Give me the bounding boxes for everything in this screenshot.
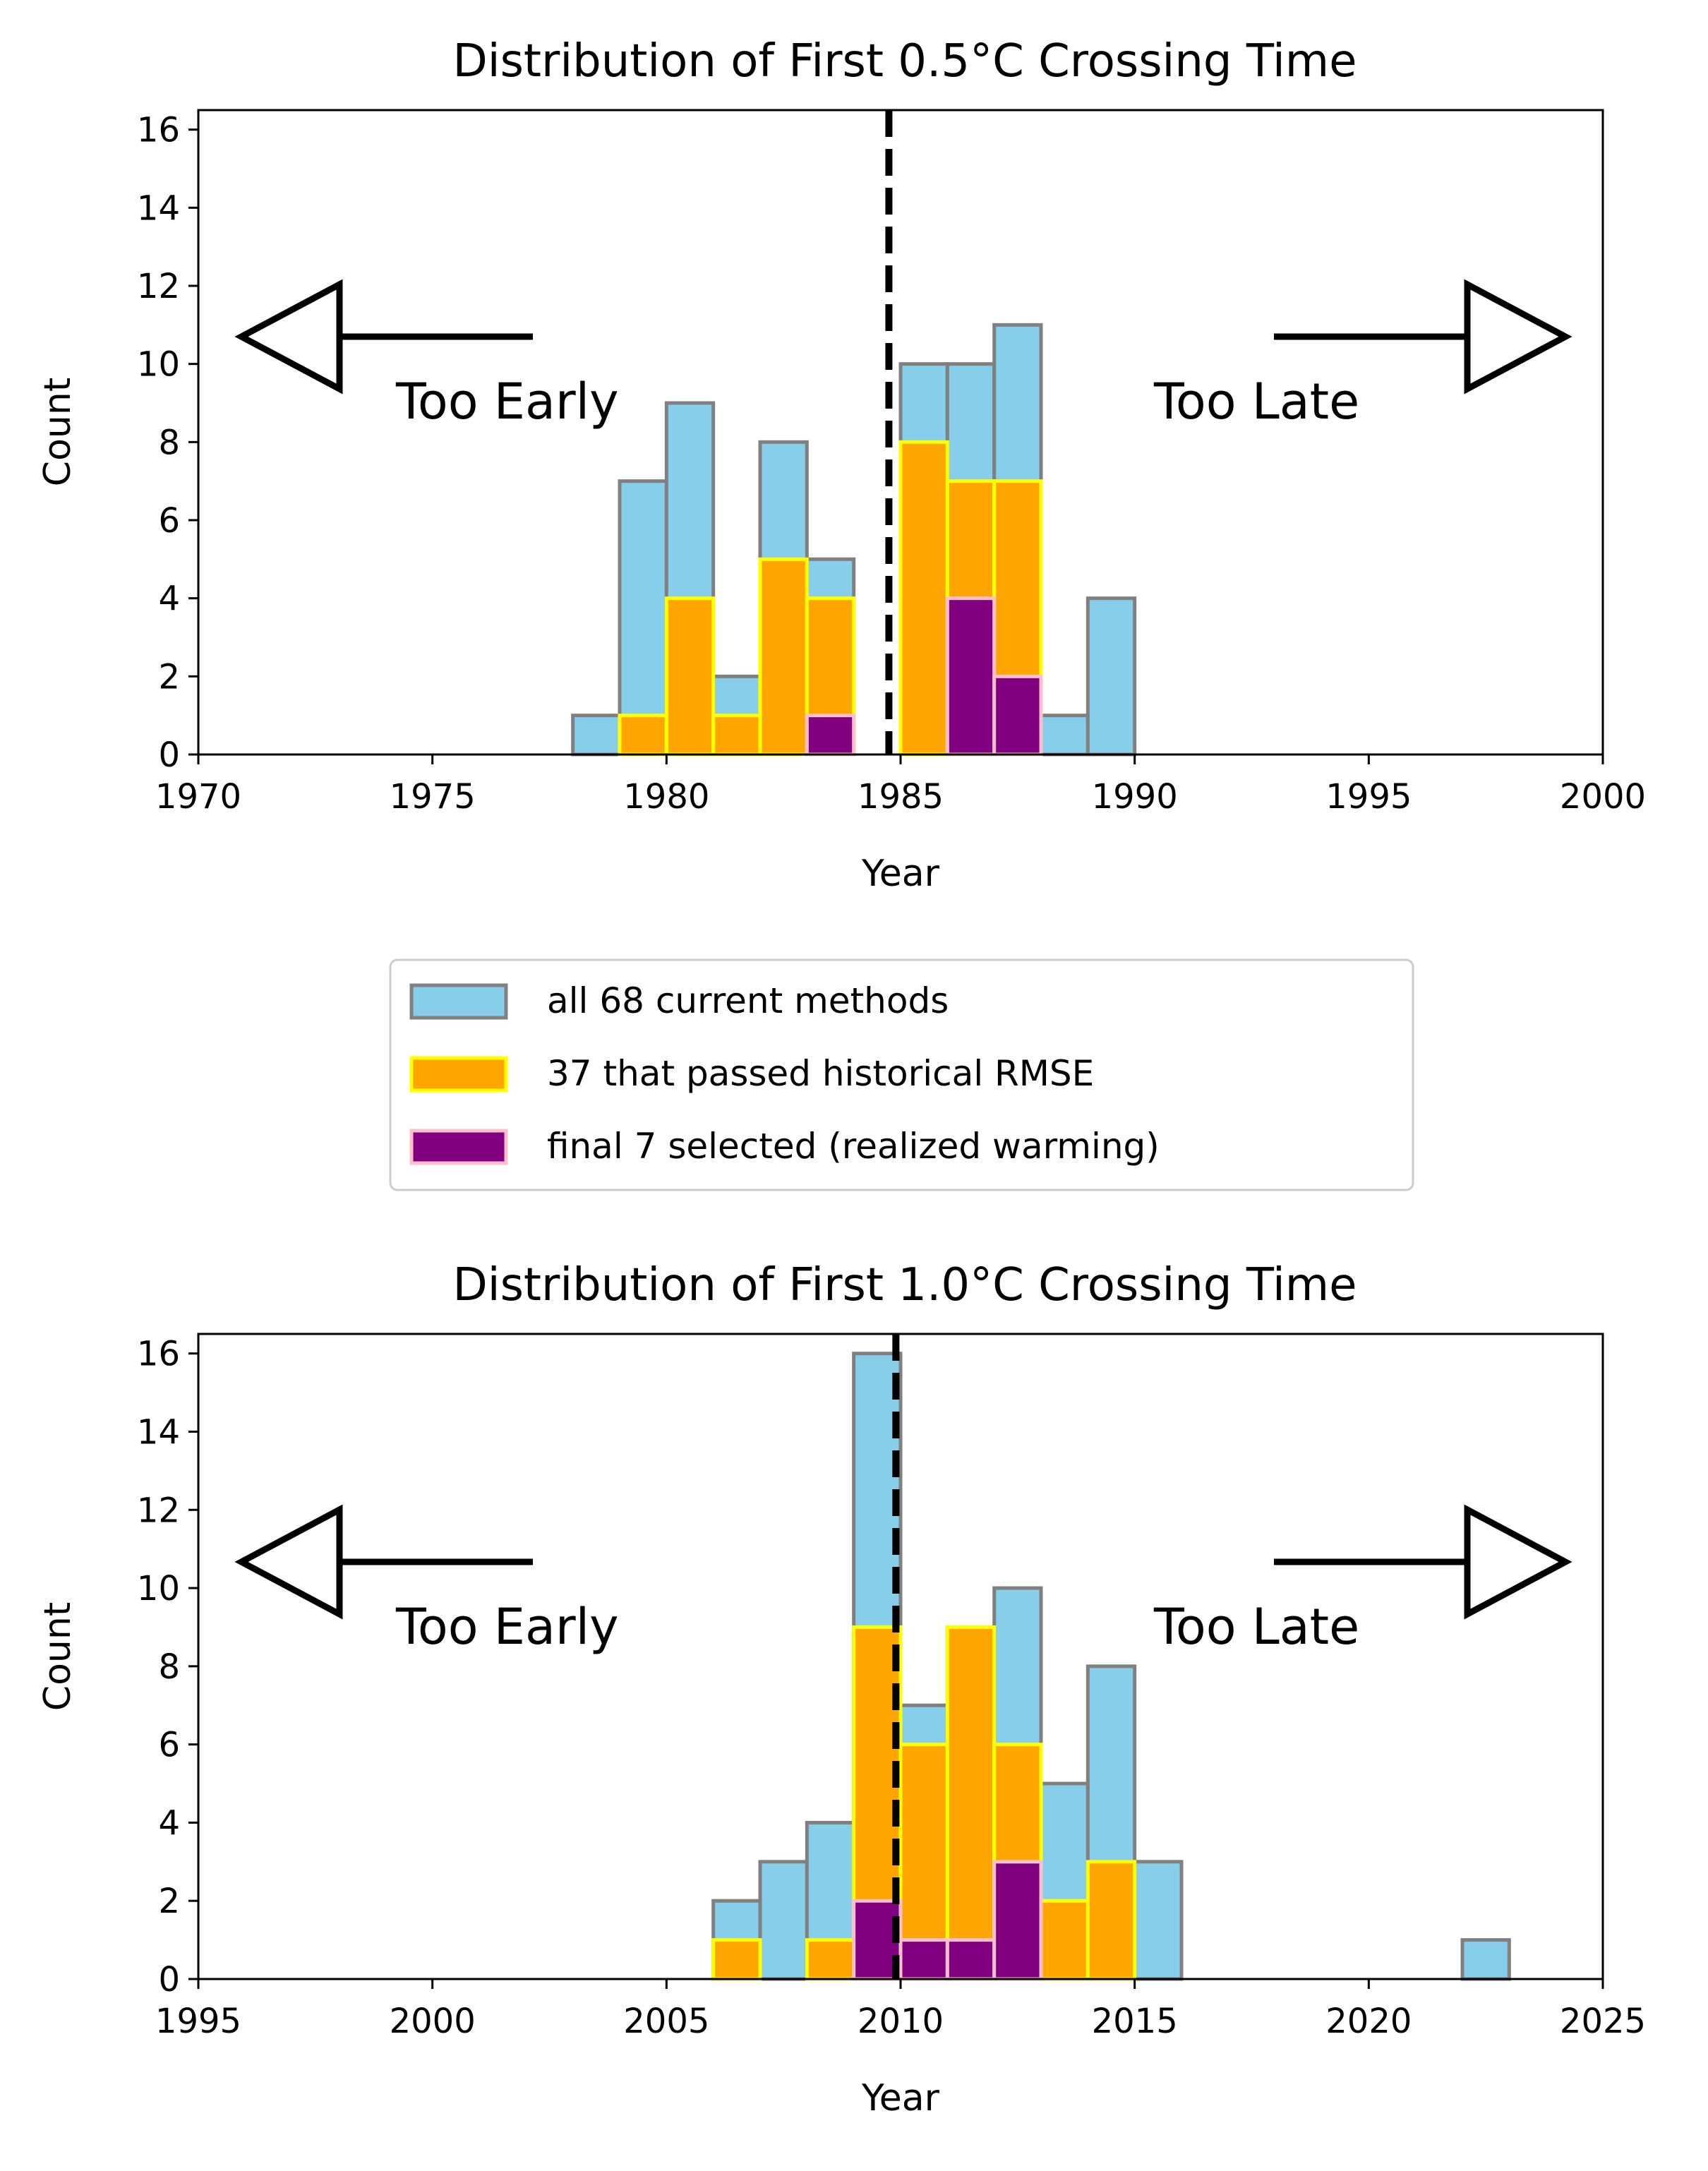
bar-series-2-1983: [805, 714, 856, 757]
annotation-too-early: Too Early: [395, 1598, 619, 1656]
legend-label-1: 37 that passed historical RMSE: [547, 1053, 1094, 1094]
bar-series-1-1981: [711, 714, 762, 757]
x-tick-label: 1970: [155, 777, 241, 817]
y-tick-label: 8: [158, 1647, 180, 1687]
x-tick-label: 2010: [858, 2002, 944, 2041]
y-tick-label: 2: [158, 1882, 180, 1921]
y-tick-label: 14: [137, 188, 180, 228]
y-axis-ticks: 0 2 4 6 8 10 12 14 16: [137, 111, 198, 775]
bar-series-0-2015: [1133, 1860, 1184, 1981]
bar-series-2-1987: [992, 674, 1043, 757]
y-tick-label: 6: [158, 501, 180, 541]
chart-title: Distribution of First 0.5°C Crossing Tim…: [453, 35, 1357, 88]
y-tick-label: 12: [137, 1491, 180, 1530]
annotations: Too Early Too Late: [234, 1504, 1572, 1656]
x-tick-label: 1975: [390, 777, 476, 817]
y-axis-ticks: 0 2 4 6 8 10 12 14 16: [137, 1335, 198, 1999]
bar-series-0-1978: [571, 714, 622, 757]
legend-frame: [389, 958, 1414, 1191]
annotation-too-early: Too Early: [395, 373, 619, 431]
bar-series-1-2011: [945, 1625, 997, 1981]
legend-swatch-0: [409, 983, 508, 1020]
y-tick-label: 0: [158, 735, 180, 775]
x-tick-label: 1980: [623, 777, 709, 817]
bar-series-1-1985: [898, 440, 949, 757]
bar-series-1-2006: [711, 1938, 762, 1981]
legend-swatch-2: [409, 1129, 508, 1165]
bar-series-2-2010: [898, 1938, 949, 1981]
legend-swatch-1: [409, 1056, 508, 1093]
annotation-too-late: Too Late: [1153, 1598, 1359, 1656]
legend-items: all 68 current methods 37 that passed his…: [409, 980, 1160, 1167]
bar-series-1-1979: [618, 714, 668, 757]
panel-1p0-crossing: Distribution of First 1.0°C Crossing Tim…: [37, 1259, 1646, 2119]
annotations: Too Early Too Late: [234, 279, 1572, 431]
too-early-arrow-head: [234, 1504, 343, 1620]
bar-series-2-1986: [945, 596, 997, 757]
bar-series-1-2014: [1085, 1860, 1137, 1981]
x-tick-label: 1990: [1092, 777, 1178, 817]
x-axis-label: Year: [861, 853, 940, 895]
y-tick-label: 4: [158, 579, 180, 619]
x-tick-label: 2025: [1560, 2002, 1646, 2041]
x-tick-label: 2015: [1092, 2002, 1178, 2041]
bar-series-0-1979: [618, 479, 668, 757]
y-tick-label: 16: [137, 111, 180, 150]
x-axis-ticks: 1970 1975 1980 1985 1990 1995 2000: [155, 754, 1646, 817]
x-tick-label: 2000: [390, 2002, 476, 2041]
y-axis-label: Count: [37, 1602, 79, 1711]
bar-series-0-2022: [1460, 1938, 1511, 1981]
y-tick-label: 0: [158, 1960, 180, 1999]
legend-label-2: final 7 selected (realized warming): [547, 1126, 1160, 1167]
x-axis-label: Year: [861, 2077, 940, 2119]
x-tick-label: 1995: [155, 2002, 241, 2041]
too-late-arrow-head: [1464, 1504, 1572, 1620]
x-tick-label: 1995: [1325, 777, 1412, 817]
x-tick-label: 2020: [1325, 2002, 1412, 2041]
annotation-too-late: Too Late: [1153, 373, 1359, 431]
y-axis-label: Count: [37, 378, 79, 486]
y-tick-label: 8: [158, 423, 180, 462]
bar-series-2-2011: [945, 1938, 997, 1981]
x-axis-ticks: 1995 2000 2005 2010 2015 2020 2025: [155, 1979, 1646, 2041]
legend: all 68 current methods 37 that passed his…: [389, 958, 1414, 1191]
y-tick-label: 12: [137, 267, 180, 306]
x-tick-label: 1985: [858, 777, 944, 817]
y-tick-label: 10: [137, 345, 180, 385]
bar-series-1-2008: [805, 1938, 856, 1981]
x-tick-label: 2005: [623, 2002, 709, 2041]
chart-title: Distribution of First 1.0°C Crossing Tim…: [453, 1259, 1357, 1311]
bar-series-0-2007: [758, 1860, 809, 1981]
bar-series-0-1988: [1039, 714, 1090, 757]
bars: [571, 323, 1137, 757]
y-tick-label: 2: [158, 657, 180, 697]
bar-series-1-1980: [664, 596, 716, 757]
bar-series-1-1982: [758, 557, 809, 757]
y-tick-label: 4: [158, 1803, 180, 1843]
y-tick-label: 16: [137, 1335, 180, 1374]
y-tick-label: 10: [137, 1569, 180, 1608]
bar-series-0-1989: [1085, 596, 1137, 757]
bar-series-1-2013: [1039, 1899, 1090, 1981]
legend-label-0: all 68 current methods: [547, 980, 949, 1021]
bars: [711, 1352, 1511, 1981]
x-tick-label: 2000: [1560, 777, 1646, 817]
bar-series-2-2012: [992, 1860, 1043, 1981]
too-early-arrow-head: [234, 279, 343, 395]
too-late-arrow-head: [1464, 279, 1572, 395]
y-tick-label: 14: [137, 1412, 180, 1452]
panel-0p5-crossing: Distribution of First 0.5°C Crossing Tim…: [37, 35, 1646, 895]
y-tick-label: 6: [158, 1726, 180, 1765]
